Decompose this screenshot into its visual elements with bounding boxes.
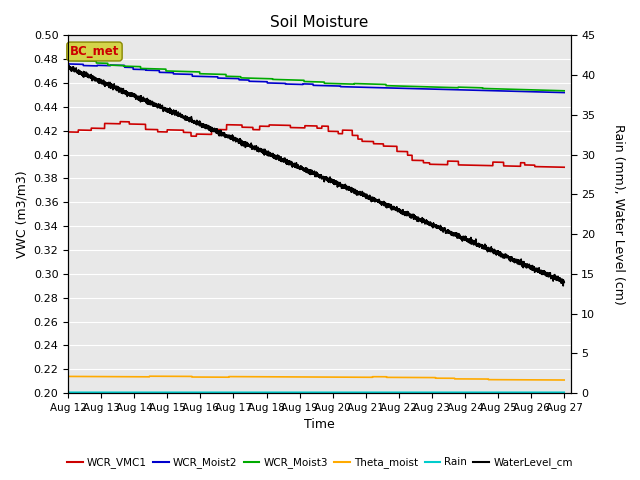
Y-axis label: Rain (mm), Water Level (cm): Rain (mm), Water Level (cm) (612, 124, 625, 305)
X-axis label: Time: Time (304, 419, 335, 432)
Text: BC_met: BC_met (70, 45, 119, 58)
Legend: WCR_VMC1, WCR_Moist2, WCR_Moist3, Theta_moist, Rain, WaterLevel_cm: WCR_VMC1, WCR_Moist2, WCR_Moist3, Theta_… (63, 453, 577, 472)
Title: Soil Moisture: Soil Moisture (270, 15, 369, 30)
Y-axis label: VWC (m3/m3): VWC (m3/m3) (15, 170, 28, 258)
